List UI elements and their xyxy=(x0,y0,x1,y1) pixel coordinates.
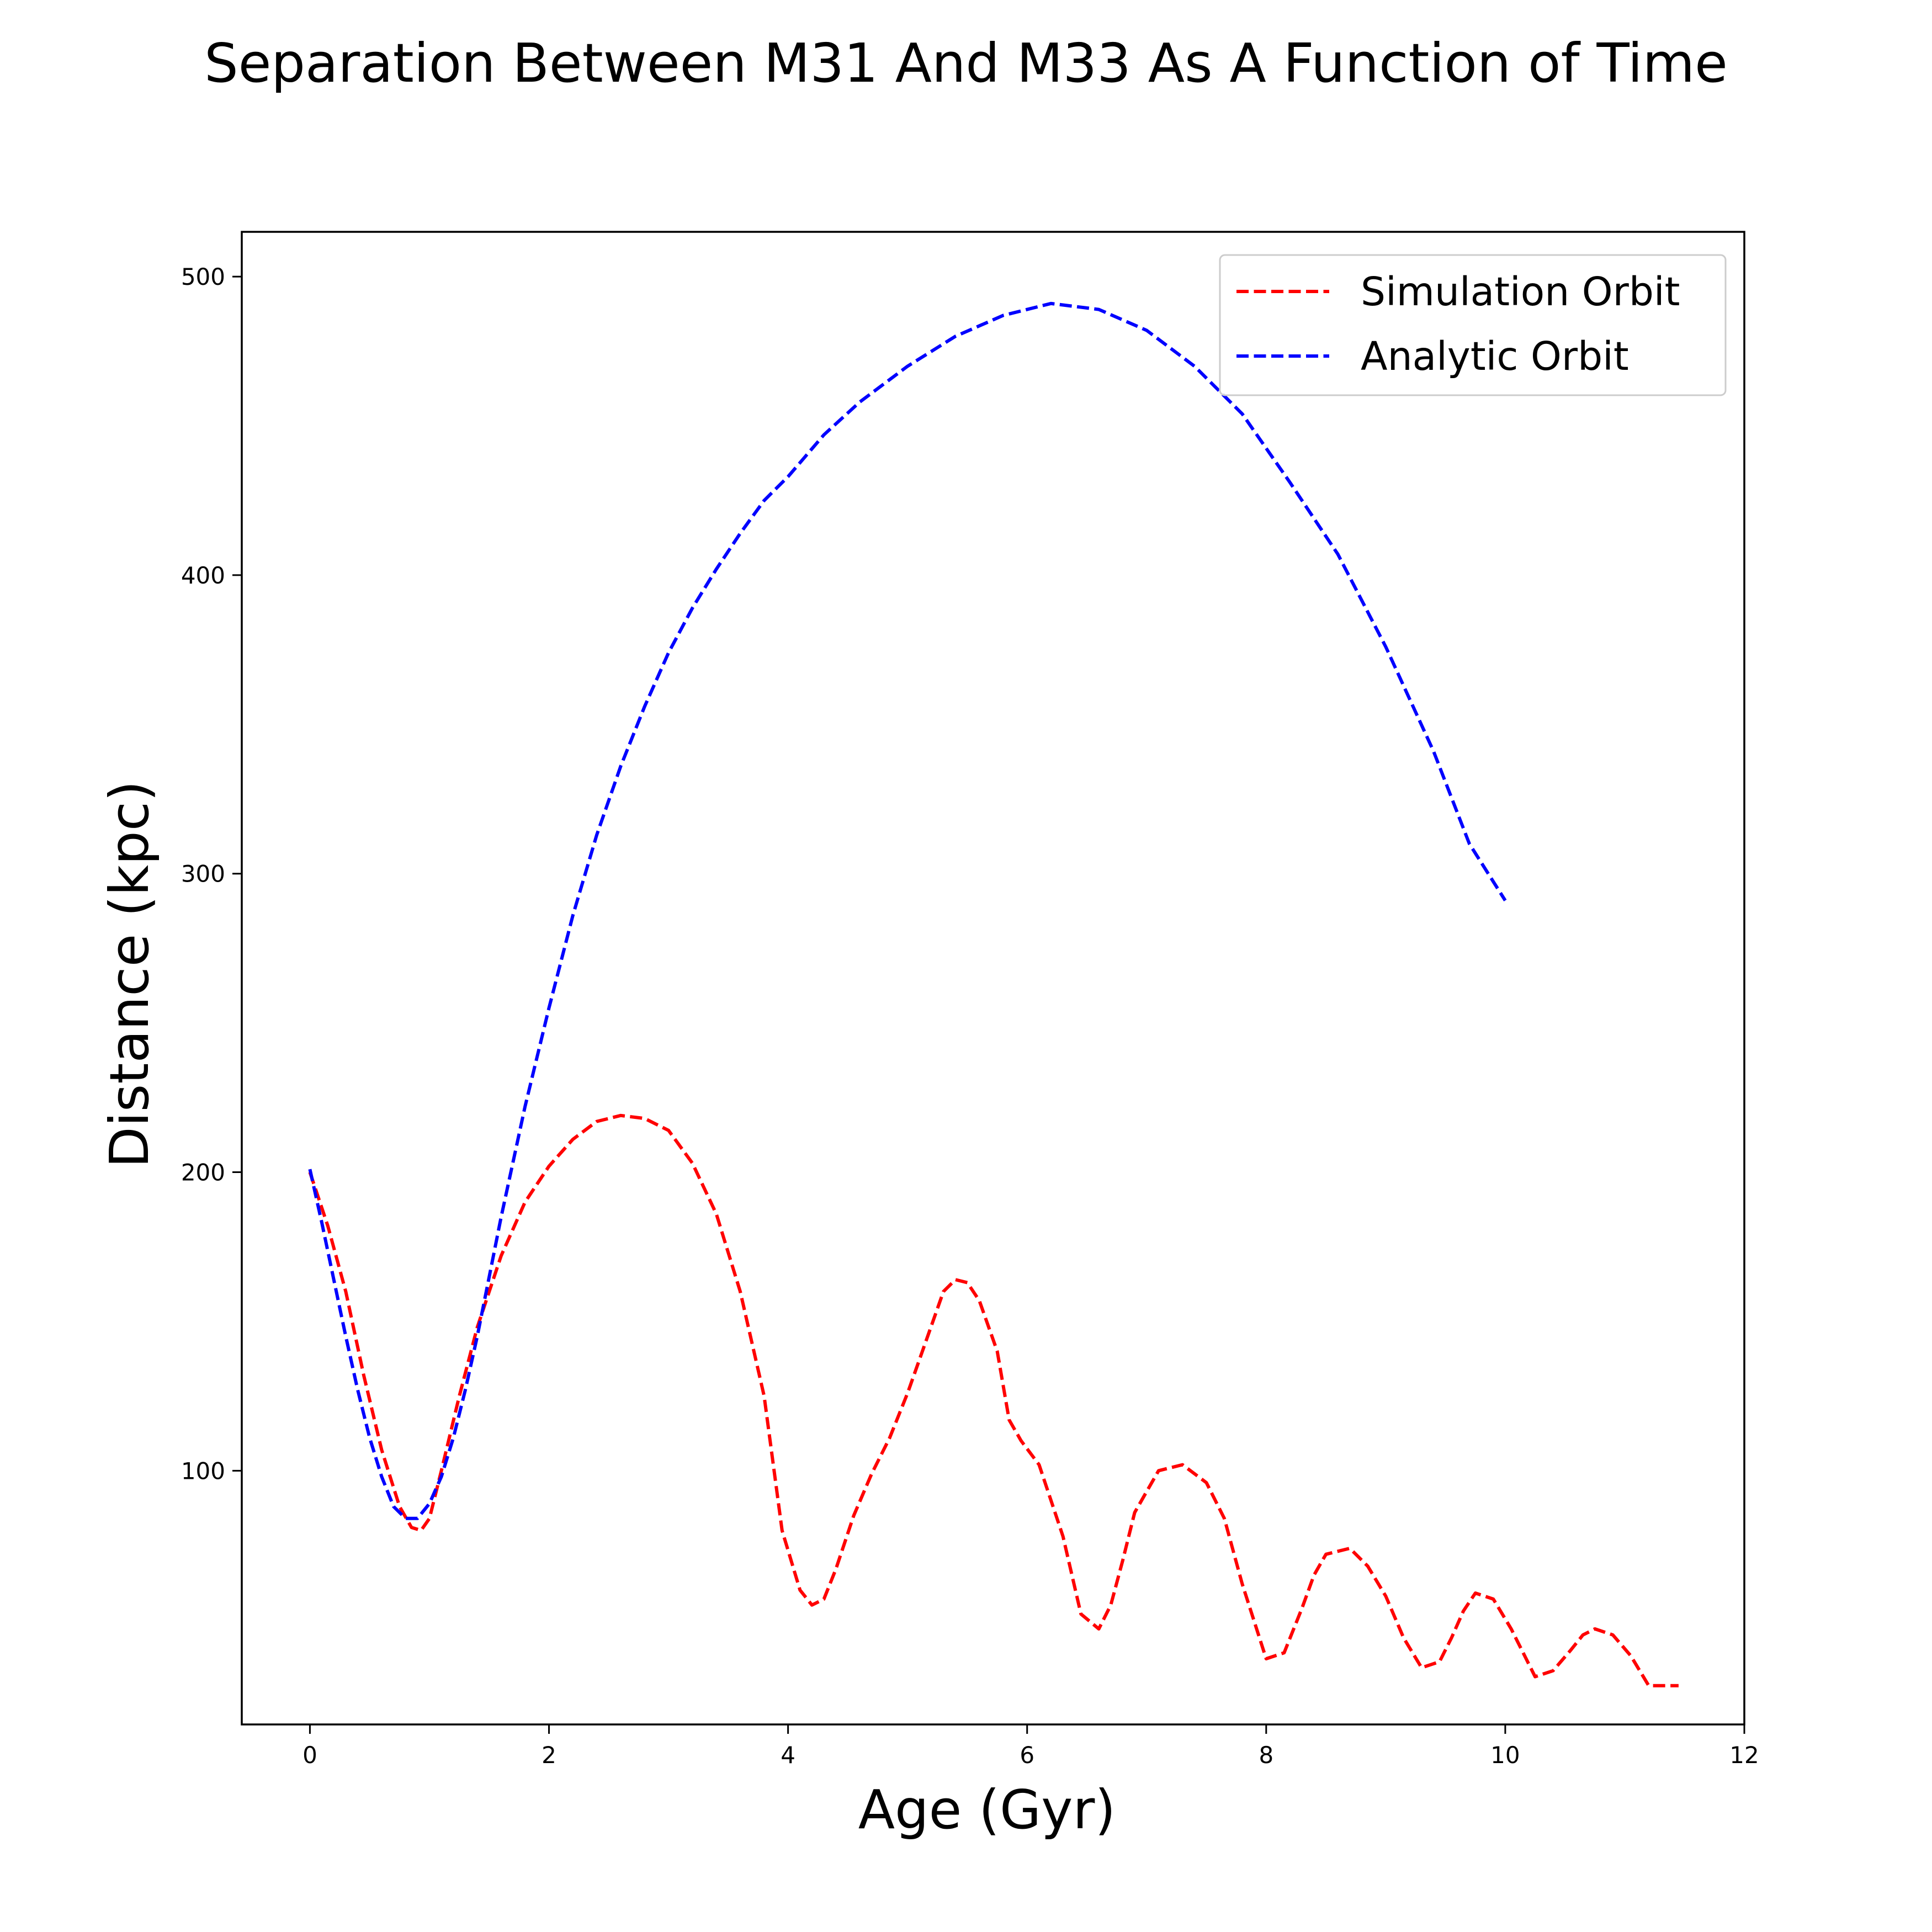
y-tick-label: 500 xyxy=(181,263,225,290)
x-tick-label: 6 xyxy=(1020,1742,1034,1769)
x-axis-label: Age (Gyr) xyxy=(858,1779,1116,1841)
legend: Simulation Orbit Analytic Orbit xyxy=(1219,254,1727,396)
x-tick-label: 12 xyxy=(1729,1742,1759,1769)
y-tick-label: 200 xyxy=(181,1159,225,1186)
x-tick-label: 0 xyxy=(302,1742,317,1769)
y-axis: 100 200 300 400 500 xyxy=(181,263,242,1484)
legend-label-1: Simulation Orbit xyxy=(1361,269,1680,315)
y-tick-label: 100 xyxy=(181,1457,225,1484)
legend-box xyxy=(1219,254,1727,396)
x-tick-label: 10 xyxy=(1490,1742,1520,1769)
plot-frame xyxy=(241,231,1745,1726)
x-axis: 0 2 4 6 8 10 12 xyxy=(302,1724,1759,1769)
y-tick-label: 300 xyxy=(181,861,225,888)
x-tick-label: 4 xyxy=(781,1742,795,1769)
legend-label-2: Analytic Orbit xyxy=(1361,333,1629,379)
y-tick-label: 400 xyxy=(181,562,225,589)
y-axis-label: Distance (kpc) xyxy=(98,781,161,1168)
series-line-1 xyxy=(308,1113,1679,1687)
chart-title: Separation Between M31 And M33 As A Func… xyxy=(204,32,1728,94)
series-line-2 xyxy=(308,301,1507,1520)
plot-area xyxy=(241,231,1745,1726)
x-tick-label: 8 xyxy=(1259,1742,1273,1769)
x-tick-label: 2 xyxy=(542,1742,556,1769)
